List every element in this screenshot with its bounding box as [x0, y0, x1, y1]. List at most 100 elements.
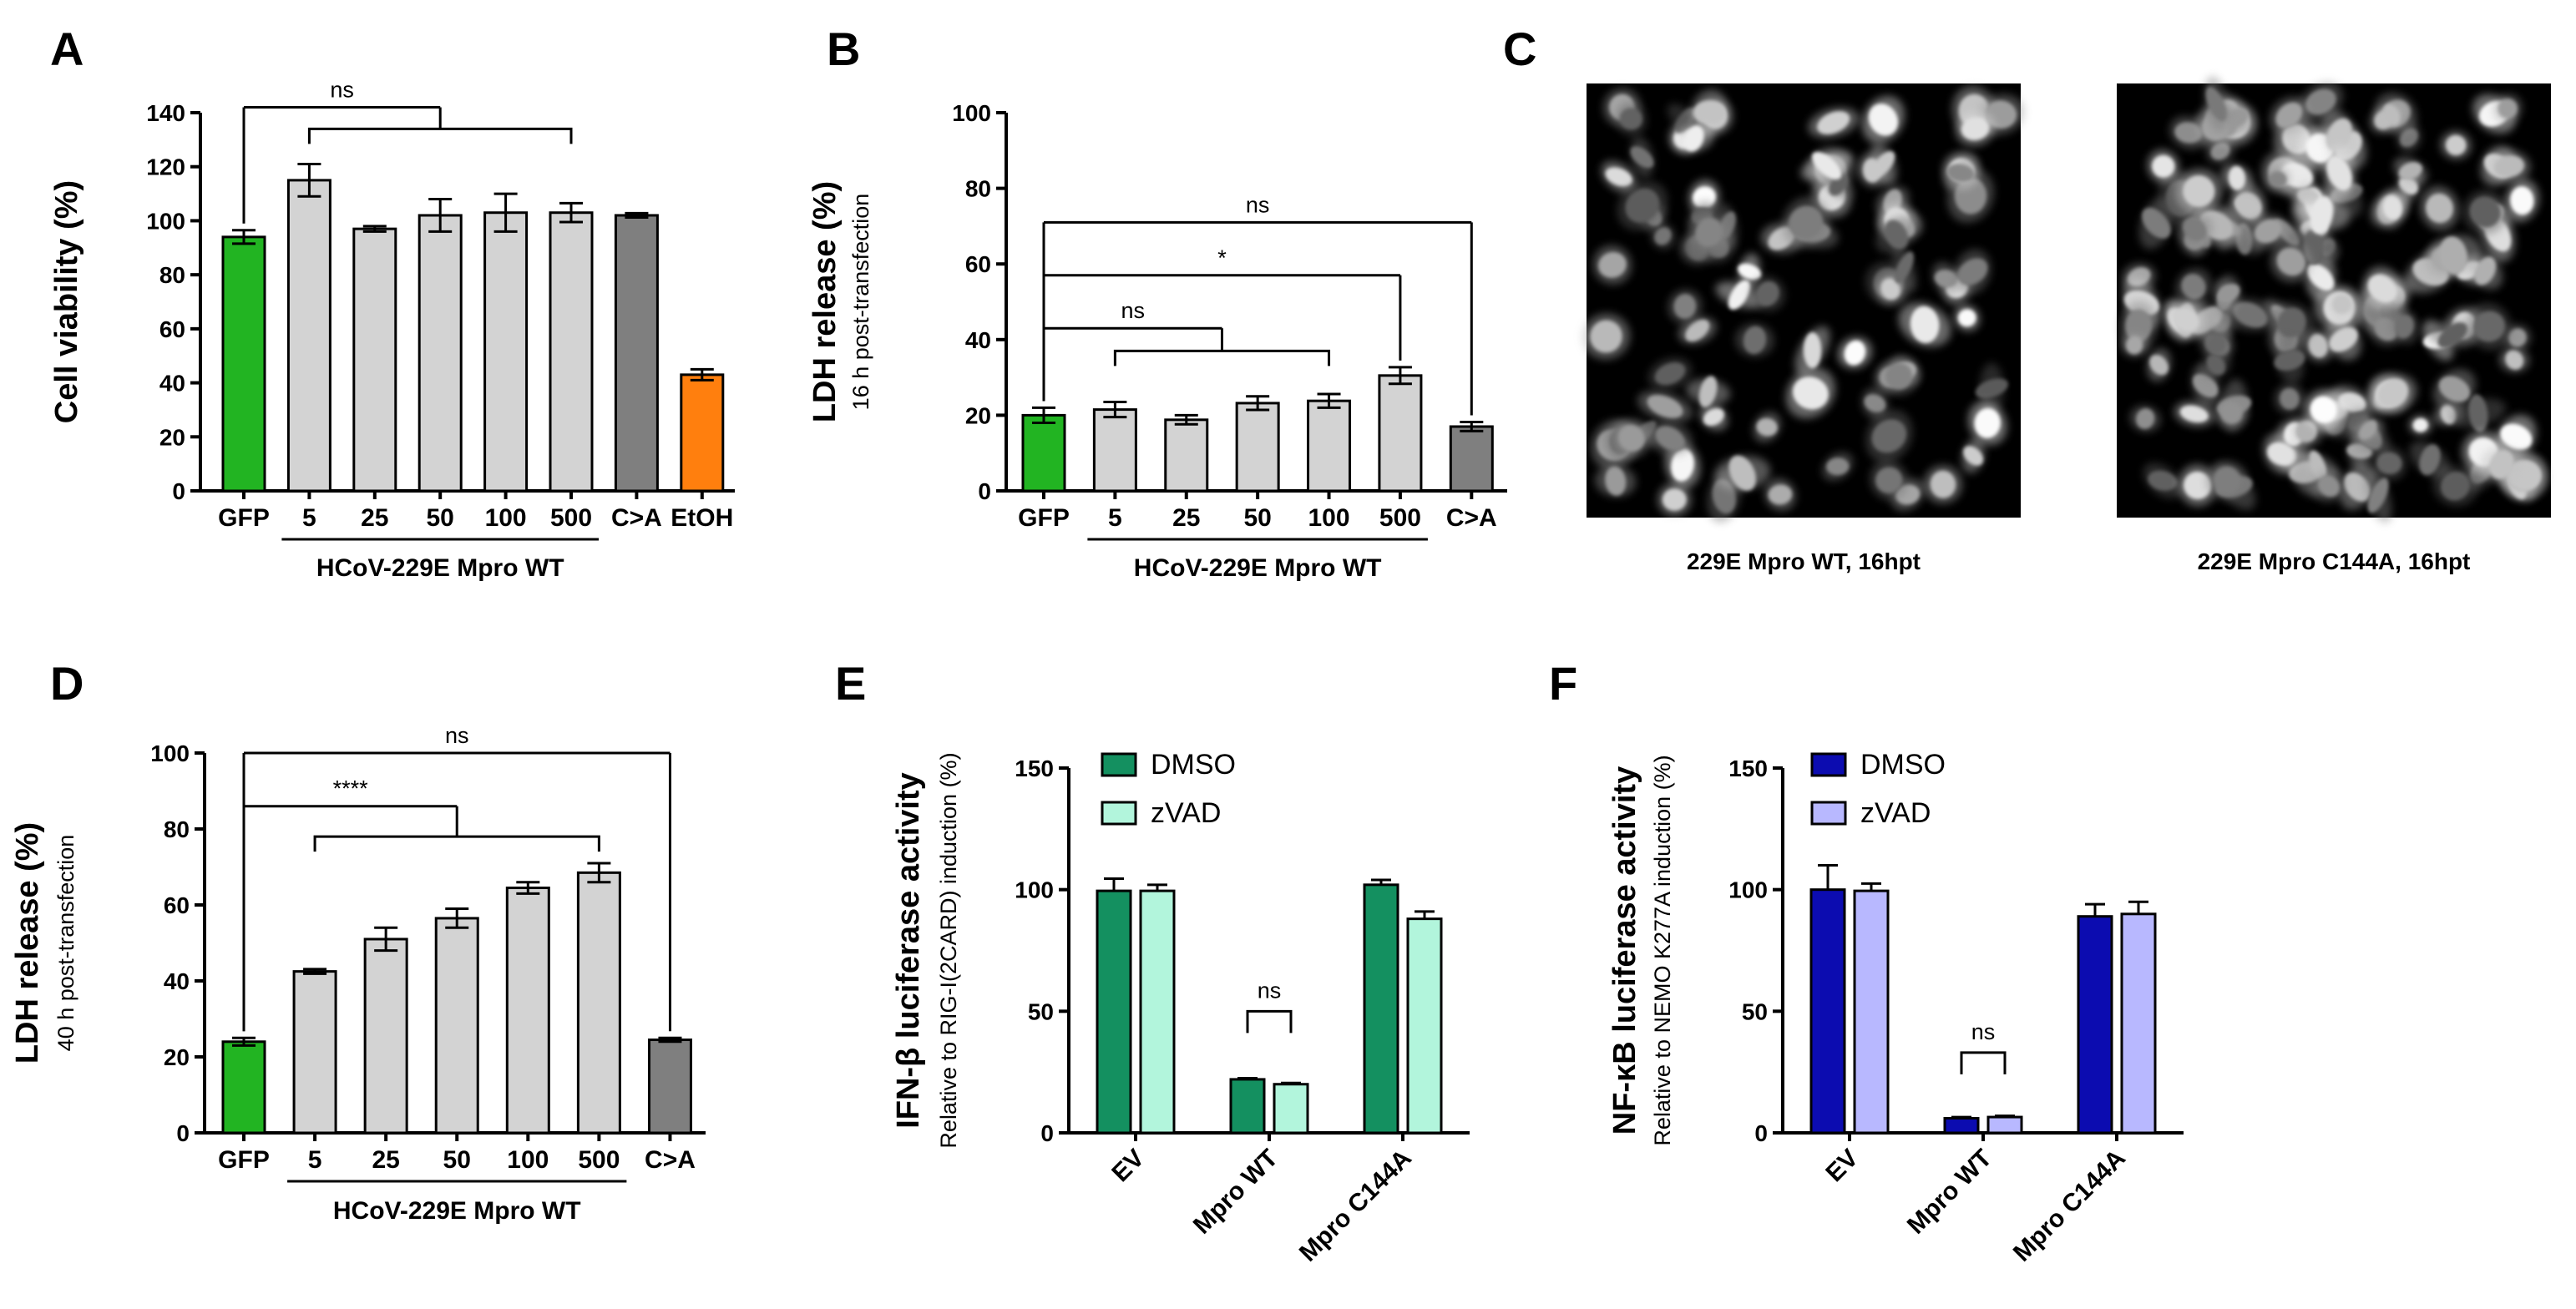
significance-label: ns	[330, 78, 354, 103]
y-axis-label: NF-κB luciferase activity	[1607, 766, 1642, 1135]
cell	[2232, 301, 2268, 328]
cell	[2508, 328, 2527, 347]
cell	[2310, 196, 2334, 235]
y-tick-label: 20	[965, 402, 991, 428]
y-tick-label: 60	[159, 316, 185, 342]
y-tick-label: 100	[952, 100, 991, 126]
cell	[2274, 349, 2305, 371]
bar	[292, 970, 337, 1135]
y-tick-label: 0	[978, 478, 991, 504]
cell	[2382, 195, 2402, 220]
significance-label: *	[1217, 245, 1227, 270]
y-tick-label: 120	[146, 154, 185, 180]
bar	[483, 211, 529, 493]
bar	[363, 938, 408, 1135]
y-tick-label: 0	[1754, 1120, 1768, 1146]
bar	[549, 211, 594, 493]
cell	[2500, 423, 2533, 450]
cell	[1598, 251, 1627, 278]
cell	[2181, 274, 2206, 300]
x-tick-label: GFP	[218, 504, 270, 532]
legend-label: DMSO	[1151, 749, 1236, 781]
cell	[1875, 467, 1903, 494]
cell	[2183, 174, 2215, 208]
significance-label: ns	[1246, 192, 1270, 217]
cell	[1957, 258, 1988, 286]
cell	[1662, 488, 1687, 511]
cell	[2329, 326, 2358, 352]
cell	[1871, 419, 1907, 453]
panel-d: D LDH release (%) 40 h post-transfection 0 2…	[10, 657, 706, 1225]
cell	[1963, 446, 1984, 466]
cell	[1844, 340, 1866, 366]
cell	[2182, 217, 2207, 241]
y-tick-label: 80	[164, 816, 190, 842]
significance-label: ****	[333, 776, 369, 801]
cell	[2439, 236, 2468, 275]
cell	[2367, 478, 2389, 513]
significance-label: ns	[1971, 1019, 1996, 1044]
x-tick-label: 5	[1108, 504, 1122, 532]
cell	[1880, 278, 1900, 300]
y-tick-label: 80	[159, 262, 185, 288]
cell	[2437, 322, 2467, 348]
cell	[2438, 376, 2471, 402]
cell	[1946, 164, 1975, 182]
cell	[2498, 99, 2518, 119]
bar	[434, 917, 479, 1135]
bar	[2077, 915, 2113, 1135]
cell	[2206, 354, 2226, 376]
legend-label: zVAD	[1860, 797, 1931, 829]
cell	[2494, 155, 2525, 178]
bar	[680, 373, 725, 493]
x-tick-label: 500	[578, 1146, 620, 1174]
legend-swatch	[1810, 752, 1847, 777]
significance-label: ns	[1121, 298, 1145, 323]
cell	[2142, 207, 2171, 239]
cell	[1792, 377, 1829, 410]
cell	[1647, 394, 1683, 418]
significance-subbracket	[313, 835, 600, 852]
cell	[2276, 247, 2306, 276]
cell	[2440, 471, 2471, 501]
y-tick-label: 20	[159, 424, 185, 450]
cell	[2228, 165, 2246, 190]
bar	[614, 214, 659, 493]
cell	[1654, 362, 1686, 386]
x-tick-label: 5	[308, 1146, 322, 1174]
panel-label-c: C	[1503, 23, 1536, 75]
y-tick-label: 0	[1040, 1120, 1054, 1146]
cell	[2325, 118, 2352, 151]
y-axis-sublabel: Relative to NEMO K277A induction (%)	[1650, 755, 1675, 1145]
x-tick-label: 25	[372, 1146, 399, 1174]
significance-bracket	[1960, 1051, 2007, 1074]
group-label: HCoV-229E Mpro WT	[1134, 554, 1382, 582]
cell	[1605, 167, 1632, 187]
cell	[2359, 420, 2378, 440]
cell	[2488, 449, 2515, 479]
y-tick-label: 50	[1028, 998, 1054, 1024]
group-label: HCoV-229E Mpro WT	[316, 554, 564, 582]
cell	[1698, 376, 1718, 407]
cell	[1673, 294, 1697, 319]
x-tick-label: 50	[1243, 504, 1271, 532]
panel-b: B LDH release (%) 16 h post-transfection 0 2…	[807, 23, 1507, 582]
bar	[1229, 1078, 1266, 1135]
y-axis-label: LDH release (%)	[807, 181, 843, 422]
cell	[1655, 426, 1685, 451]
x-tick-label: Mpro WT	[1188, 1145, 1283, 1240]
cell	[2213, 466, 2241, 494]
y-tick-label: 50	[1742, 998, 1768, 1024]
bar	[1139, 889, 1176, 1135]
cell	[2445, 134, 2467, 156]
bar	[1853, 889, 1890, 1135]
bar	[418, 214, 463, 493]
cell	[1617, 424, 1645, 452]
cell	[1862, 158, 1881, 183]
y-tick-label: 60	[965, 251, 991, 277]
bar	[1021, 413, 1066, 493]
cell	[1957, 309, 1976, 327]
cell	[2275, 102, 2303, 129]
cell	[1868, 104, 1899, 136]
